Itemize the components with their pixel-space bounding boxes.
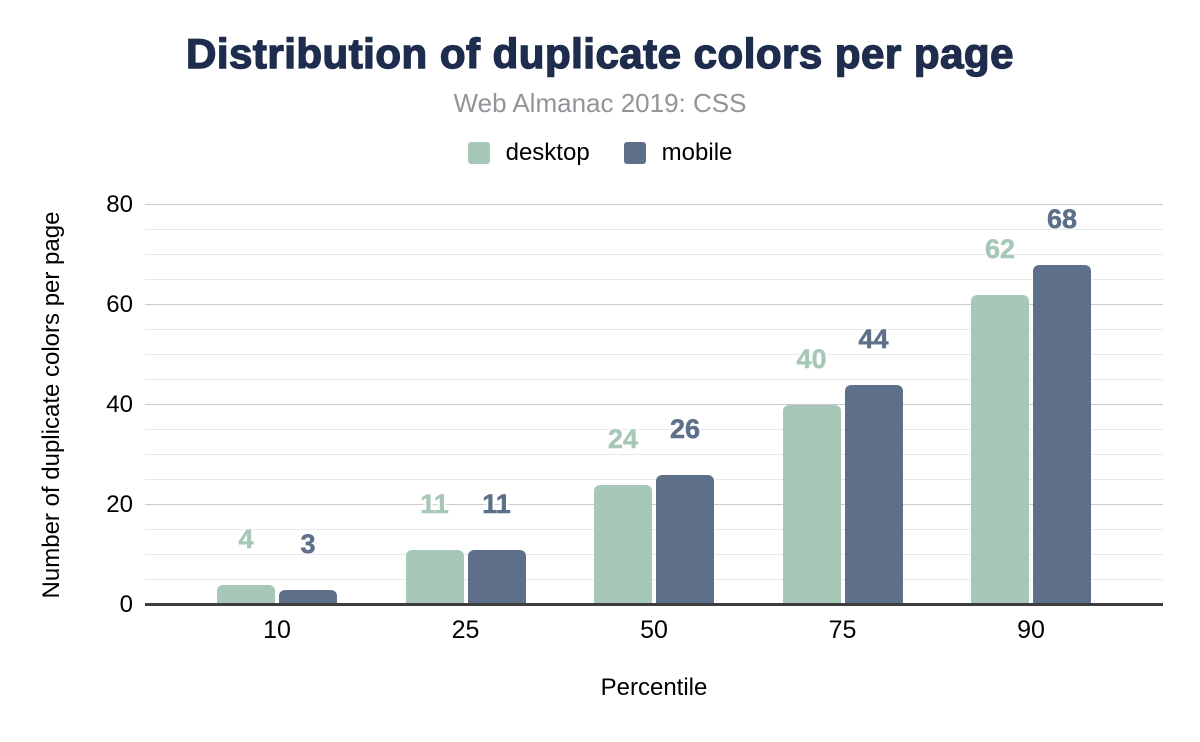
desktop-bar-value-p50: 24: [607, 424, 639, 454]
bar-group-75: 40 44: [782, 325, 903, 605]
legend-label-mobile: mobile: [661, 139, 733, 166]
y-tick-label-40: 40: [106, 391, 133, 418]
chart-subtitle: Web Almanac 2019: CSS: [453, 88, 747, 118]
mobile-bar-value-p90: 68: [1046, 204, 1078, 234]
mobile-bar-p90: 68: [1033, 205, 1091, 605]
legend: desktop mobile: [0, 139, 1200, 167]
plot-area: 4 3 11 11 24 26 40 44 62 68: [145, 204, 1163, 606]
minor-gridline-y-65: [145, 279, 1163, 280]
major-gridline-y-20: [145, 504, 1163, 505]
desktop-bar-value-p25: 11: [420, 489, 449, 519]
minor-gridline-y-15: [145, 529, 1163, 530]
desktop-bar-value-p90: 62: [984, 234, 1016, 264]
desktop-swatch-icon: [467, 142, 490, 164]
mobile-bar-p50: 26: [656, 415, 714, 605]
minor-gridline-y-75: [145, 229, 1163, 230]
bar-group-90: 62 68: [971, 205, 1091, 605]
bar-group-50: 24 26: [594, 415, 714, 605]
desktop-bar-p90: 62: [971, 235, 1029, 605]
minor-gridline-y-70: [145, 254, 1163, 255]
x-tick-label-10: 10: [263, 616, 291, 644]
y-tick-label-0: 0: [119, 591, 133, 618]
legend-item-mobile: mobile: [623, 139, 733, 167]
mobile-bar-p25: 11: [467, 490, 526, 605]
minor-gridline-y-5: [145, 579, 1163, 580]
major-gridline-y-60: [145, 304, 1163, 305]
minor-gridline-y-35: [145, 429, 1163, 430]
legend-label-desktop: desktop: [505, 139, 590, 166]
x-tick-label-75: 75: [828, 616, 857, 644]
y-tick-label-80: 80: [106, 191, 133, 218]
major-gridline-y-40: [145, 404, 1163, 405]
minor-gridline-y-30: [145, 454, 1163, 455]
desktop-bar-p50: 24: [594, 425, 652, 605]
x-tick-label-50: 50: [640, 616, 668, 644]
mobile-bar-value-p50: 26: [669, 414, 701, 444]
desktop-bar-p25: 11: [405, 490, 464, 605]
x-axis-title: Percentile: [600, 674, 708, 701]
x-tick-label-90: 90: [1017, 616, 1045, 644]
mobile-bar-value-p10: 3: [300, 529, 316, 559]
chart-title: Distribution of duplicate colors per pag…: [185, 29, 1014, 77]
mobile-swatch-icon: [623, 142, 646, 164]
mobile-bar-value-p25: 11: [482, 489, 511, 519]
minor-gridline-y-10: [145, 554, 1163, 555]
bar-group-25: 11 11: [405, 490, 526, 605]
x-tick-labels: 10 25 50 75 90: [145, 616, 1163, 646]
mobile-bar-p10: 3: [279, 530, 337, 605]
desktop-bar-p10: 4: [217, 525, 275, 605]
x-axis-line: [145, 603, 1163, 606]
minor-gridline-y-50: [145, 354, 1163, 355]
desktop-bar-value-p10: 4: [238, 524, 254, 554]
y-tick-label-60: 60: [106, 291, 133, 318]
minor-gridline-y-45: [145, 379, 1163, 380]
desktop-bar-value-p75: 40: [796, 344, 827, 374]
desktop-bar-p75: 40: [782, 345, 841, 605]
legend-item-desktop: desktop: [467, 139, 590, 167]
minor-gridline-y-25: [145, 479, 1163, 480]
y-tick-labels: 0 20 40 60 80: [0, 192, 133, 618]
mobile-bar-value-p75: 44: [858, 324, 889, 354]
x-tick-label-25: 25: [451, 616, 480, 644]
mobile-bar-p75: 44: [844, 325, 903, 605]
major-gridline-y-80: [145, 204, 1163, 205]
minor-gridline-y-55: [145, 329, 1163, 330]
y-tick-label-20: 20: [106, 491, 133, 518]
